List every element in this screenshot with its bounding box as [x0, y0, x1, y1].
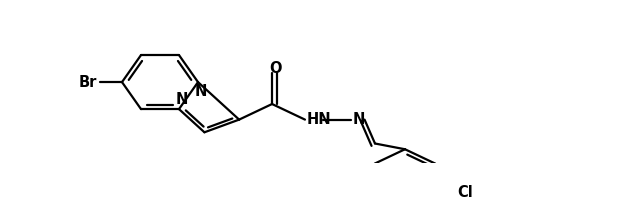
Text: O: O: [269, 61, 282, 76]
Text: HN: HN: [307, 112, 332, 127]
Text: N: N: [195, 84, 207, 99]
Text: N: N: [353, 112, 365, 127]
Text: Cl: Cl: [458, 185, 473, 198]
Text: Br: Br: [79, 75, 97, 89]
Text: N: N: [176, 92, 188, 107]
